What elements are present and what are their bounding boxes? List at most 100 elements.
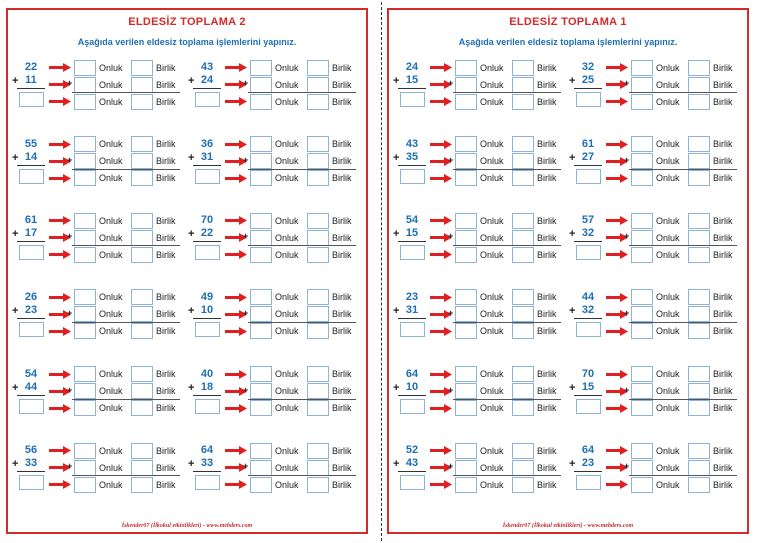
tens-answer-box[interactable] xyxy=(455,476,477,493)
sum-answer-box[interactable] xyxy=(576,168,601,184)
ones-answer-box[interactable] xyxy=(688,366,710,383)
sum-answer-box[interactable] xyxy=(576,321,601,337)
ones-answer-box[interactable] xyxy=(131,246,153,263)
ones-answer-box[interactable] xyxy=(307,59,329,76)
tens-answer-box[interactable] xyxy=(74,476,96,493)
tens-answer-box[interactable] xyxy=(455,306,477,323)
tens-answer-box[interactable] xyxy=(250,59,272,76)
ones-answer-box[interactable] xyxy=(688,59,710,76)
tens-answer-box[interactable] xyxy=(455,93,477,110)
ones-answer-box[interactable] xyxy=(307,366,329,383)
sum-answer-box[interactable] xyxy=(195,92,220,107)
tens-answer-box[interactable] xyxy=(631,366,653,383)
ones-answer-box[interactable] xyxy=(307,246,329,263)
sum-answer-box[interactable] xyxy=(195,475,220,491)
ones-answer-box[interactable] xyxy=(512,76,534,93)
sum-answer-box[interactable] xyxy=(19,92,44,107)
tens-answer-box[interactable] xyxy=(250,170,272,187)
sum-answer-box[interactable] xyxy=(576,398,601,414)
tens-answer-box[interactable] xyxy=(250,136,272,153)
tens-answer-box[interactable] xyxy=(455,289,477,306)
ones-answer-box[interactable] xyxy=(307,93,329,110)
sum-answer-box[interactable] xyxy=(195,398,220,414)
tens-answer-box[interactable] xyxy=(631,400,653,417)
tens-answer-box[interactable] xyxy=(250,306,272,323)
tens-answer-box[interactable] xyxy=(631,246,653,263)
ones-answer-box[interactable] xyxy=(131,170,153,187)
ones-answer-box[interactable] xyxy=(688,400,710,417)
tens-answer-box[interactable] xyxy=(455,246,477,263)
ones-answer-box[interactable] xyxy=(688,136,710,153)
tens-answer-box[interactable] xyxy=(74,212,96,229)
tens-answer-box[interactable] xyxy=(455,170,477,187)
tens-answer-box[interactable] xyxy=(455,229,477,246)
tens-answer-box[interactable] xyxy=(74,366,96,383)
tens-answer-box[interactable] xyxy=(74,306,96,323)
tens-answer-box[interactable] xyxy=(250,212,272,229)
tens-answer-box[interactable] xyxy=(631,476,653,493)
sum-answer-box[interactable] xyxy=(576,92,601,107)
ones-answer-box[interactable] xyxy=(307,442,329,459)
ones-answer-box[interactable] xyxy=(307,229,329,246)
ones-answer-box[interactable] xyxy=(307,212,329,229)
ones-answer-box[interactable] xyxy=(512,459,534,476)
ones-answer-box[interactable] xyxy=(688,442,710,459)
ones-answer-box[interactable] xyxy=(512,136,534,153)
tens-answer-box[interactable] xyxy=(631,170,653,187)
ones-answer-box[interactable] xyxy=(512,442,534,459)
sum-answer-box[interactable] xyxy=(19,321,44,337)
ones-answer-box[interactable] xyxy=(131,366,153,383)
ones-answer-box[interactable] xyxy=(512,306,534,323)
ones-answer-box[interactable] xyxy=(688,459,710,476)
sum-answer-box[interactable] xyxy=(400,321,425,337)
tens-answer-box[interactable] xyxy=(455,459,477,476)
ones-answer-box[interactable] xyxy=(512,383,534,400)
sum-answer-box[interactable] xyxy=(576,475,601,491)
ones-answer-box[interactable] xyxy=(307,136,329,153)
ones-answer-box[interactable] xyxy=(307,476,329,493)
tens-answer-box[interactable] xyxy=(631,306,653,323)
ones-answer-box[interactable] xyxy=(688,323,710,340)
tens-answer-box[interactable] xyxy=(631,93,653,110)
tens-answer-box[interactable] xyxy=(631,442,653,459)
tens-answer-box[interactable] xyxy=(455,323,477,340)
ones-answer-box[interactable] xyxy=(512,246,534,263)
tens-answer-box[interactable] xyxy=(74,93,96,110)
ones-answer-box[interactable] xyxy=(512,476,534,493)
ones-answer-box[interactable] xyxy=(688,212,710,229)
ones-answer-box[interactable] xyxy=(131,76,153,93)
ones-answer-box[interactable] xyxy=(131,442,153,459)
sum-answer-box[interactable] xyxy=(400,168,425,184)
ones-answer-box[interactable] xyxy=(688,383,710,400)
ones-answer-box[interactable] xyxy=(307,459,329,476)
ones-answer-box[interactable] xyxy=(307,76,329,93)
ones-answer-box[interactable] xyxy=(131,383,153,400)
ones-answer-box[interactable] xyxy=(688,76,710,93)
ones-answer-box[interactable] xyxy=(131,229,153,246)
tens-answer-box[interactable] xyxy=(455,400,477,417)
tens-answer-box[interactable] xyxy=(250,459,272,476)
ones-answer-box[interactable] xyxy=(131,59,153,76)
tens-answer-box[interactable] xyxy=(455,76,477,93)
ones-answer-box[interactable] xyxy=(512,323,534,340)
tens-answer-box[interactable] xyxy=(631,229,653,246)
ones-answer-box[interactable] xyxy=(131,323,153,340)
tens-answer-box[interactable] xyxy=(74,229,96,246)
tens-answer-box[interactable] xyxy=(250,366,272,383)
ones-answer-box[interactable] xyxy=(688,476,710,493)
tens-answer-box[interactable] xyxy=(250,476,272,493)
ones-answer-box[interactable] xyxy=(512,170,534,187)
sum-answer-box[interactable] xyxy=(19,245,44,261)
tens-answer-box[interactable] xyxy=(250,229,272,246)
tens-answer-box[interactable] xyxy=(631,153,653,170)
tens-answer-box[interactable] xyxy=(631,383,653,400)
tens-answer-box[interactable] xyxy=(250,442,272,459)
tens-answer-box[interactable] xyxy=(455,153,477,170)
tens-answer-box[interactable] xyxy=(455,59,477,76)
ones-answer-box[interactable] xyxy=(688,229,710,246)
tens-answer-box[interactable] xyxy=(74,170,96,187)
tens-answer-box[interactable] xyxy=(250,289,272,306)
ones-answer-box[interactable] xyxy=(131,459,153,476)
tens-answer-box[interactable] xyxy=(74,289,96,306)
tens-answer-box[interactable] xyxy=(631,459,653,476)
